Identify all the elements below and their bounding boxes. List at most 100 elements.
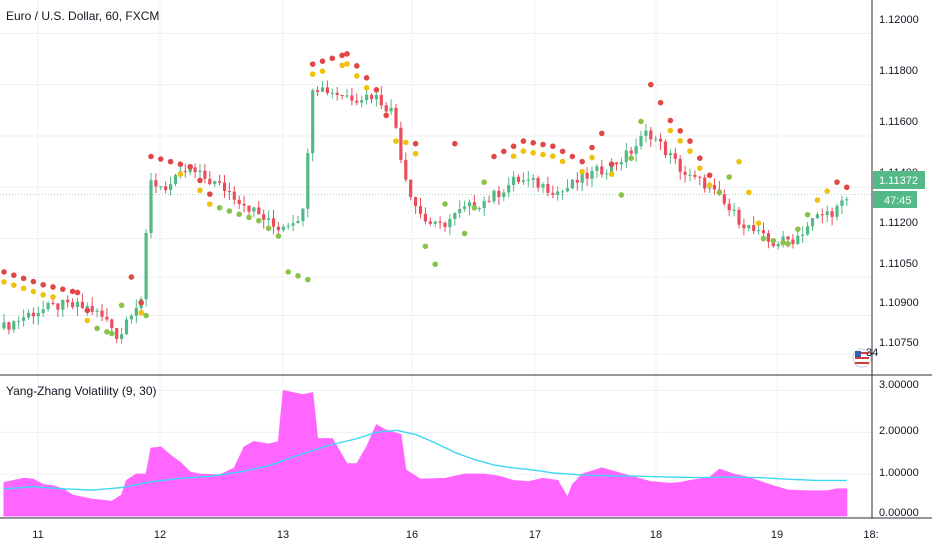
candle-body (693, 174, 697, 177)
signal-dot (687, 148, 693, 154)
signal-dot (628, 155, 634, 162)
candle-body (71, 302, 75, 308)
flag-stripe (855, 362, 869, 364)
date-label: 19 (771, 529, 783, 541)
candle-body (614, 162, 619, 165)
indicator-tick: 0.00000 (879, 507, 919, 519)
current-price-tag[interactable]: 1.11372 47:45 (873, 171, 925, 208)
signal-dot (344, 61, 350, 67)
signal-dot (677, 138, 683, 144)
candle-body (771, 241, 775, 247)
candle-body (659, 138, 663, 142)
candle-body (105, 316, 109, 320)
time-axis[interactable]: 11 12 13 16 17 18 19 18: (32, 529, 878, 541)
candle-body (384, 105, 388, 112)
candle-body (458, 208, 462, 214)
signal-dot (736, 158, 742, 165)
signal-dot (785, 240, 791, 247)
flag-stripe (855, 352, 869, 354)
flag-badge[interactable]: 34 (852, 347, 878, 368)
signal-dot (770, 237, 777, 244)
price-tick: 1.11600 (879, 116, 918, 128)
signal-dot (589, 154, 595, 161)
candle-body (703, 177, 707, 189)
candle-body (149, 180, 153, 233)
signal-dot (569, 153, 576, 160)
candle-body (291, 223, 295, 226)
signal-dot (69, 288, 76, 295)
signal-dot (706, 182, 713, 189)
signal-dot (599, 130, 605, 137)
candle-body (521, 180, 525, 182)
signal-dot (216, 205, 223, 211)
countdown-value: 47:45 (884, 195, 912, 207)
signal-dot (510, 153, 517, 160)
candle-body (26, 312, 31, 318)
candle-body (742, 224, 746, 229)
signal-dot (559, 158, 566, 165)
signal-dot (60, 286, 66, 292)
candle-body (110, 319, 114, 329)
candle-body (443, 222, 447, 228)
signal-dot (608, 171, 615, 177)
candle-body (399, 127, 403, 160)
candle-body (556, 191, 560, 195)
signal-dot (265, 225, 272, 232)
signal-dot (471, 205, 478, 211)
candle-body (316, 90, 320, 92)
signal-dot (197, 177, 203, 184)
signal-dot (275, 233, 282, 239)
signal-dot (50, 284, 56, 290)
candle-body (668, 153, 672, 156)
indicator-title: Yang-Zhang Volatility (9, 30) (6, 384, 157, 398)
date-label: 12 (154, 529, 166, 541)
candle-body (497, 190, 501, 198)
signal-dot (344, 51, 350, 57)
signal-dot (40, 291, 46, 298)
signal-dot (363, 85, 370, 91)
candle-body (551, 192, 555, 195)
indicator-axis[interactable]: 3.00000 2.00000 1.00000 0.00000 (879, 379, 919, 519)
signal-dot (638, 118, 644, 125)
candle-body (526, 179, 530, 181)
signal-dot (207, 201, 213, 207)
candle-body (541, 184, 545, 188)
signal-dot (804, 211, 811, 218)
signal-dot (285, 269, 292, 275)
candle-body (752, 225, 756, 231)
signal-dot (143, 312, 149, 319)
date-label: 18 (650, 529, 662, 541)
candle-body (409, 179, 413, 198)
signal-dot (138, 299, 144, 306)
signal-dot (246, 214, 252, 221)
candle-body (806, 226, 810, 235)
current-price-value: 1.11372 (879, 175, 918, 187)
signal-dot (706, 172, 713, 179)
grid-lines (0, 0, 872, 518)
candle-body (56, 303, 60, 310)
candle-body (281, 226, 285, 231)
signal-dot (339, 52, 345, 59)
candle-body (654, 138, 658, 140)
candle-body (350, 95, 354, 101)
candle-body (649, 130, 653, 140)
price-axis[interactable]: 1.12000 1.11800 1.11600 1.11400 1.11200 … (879, 14, 919, 349)
signal-dot (452, 140, 458, 147)
candle-body (796, 235, 800, 244)
candle-body (340, 94, 344, 96)
candle-body (95, 310, 99, 312)
candle-body (394, 107, 398, 128)
signal-dot (442, 201, 448, 207)
signal-dot (755, 220, 762, 226)
signal-dot (657, 99, 664, 106)
candle-body (502, 192, 506, 198)
signal-dot (84, 317, 91, 324)
candle-body (232, 191, 236, 200)
signal-dot (824, 188, 830, 194)
indicator-tick: 1.00000 (879, 467, 919, 479)
candle-body (712, 185, 717, 190)
candle-body (345, 95, 349, 97)
candle-body (732, 209, 736, 211)
signal-dot (432, 261, 439, 268)
candle-body (428, 221, 432, 224)
